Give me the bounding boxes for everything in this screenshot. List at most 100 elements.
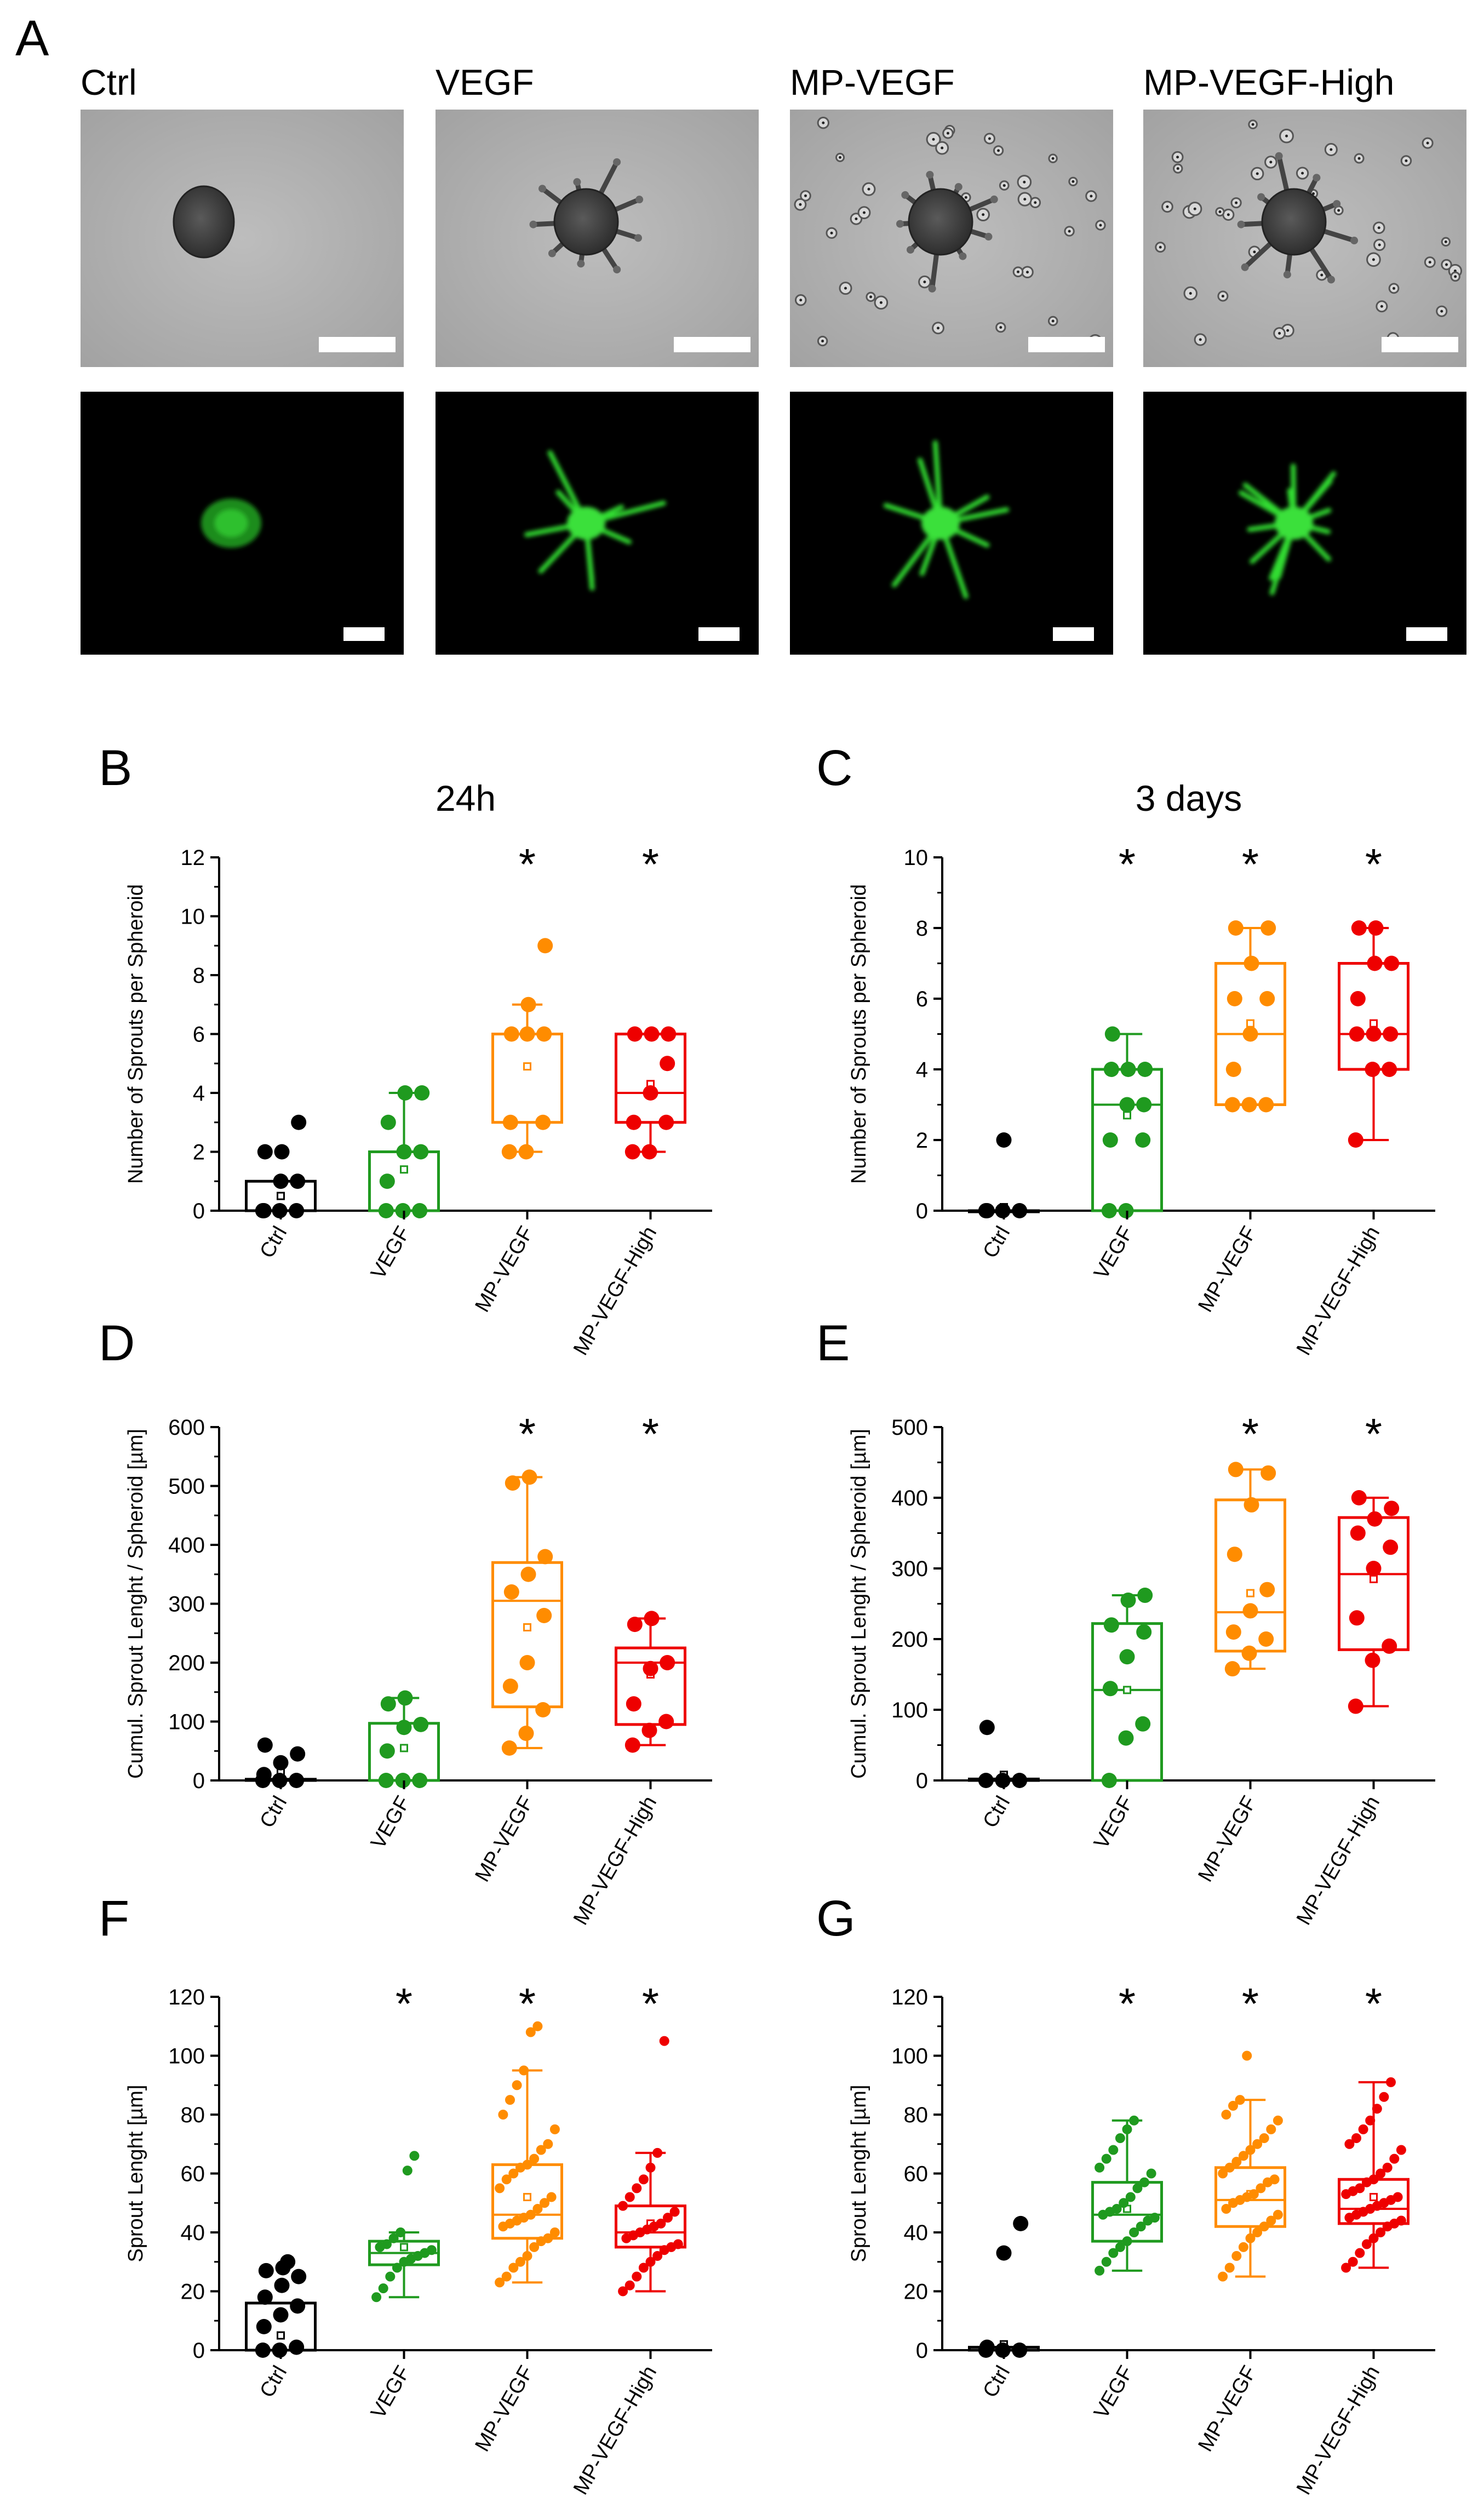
- data-point: [627, 1617, 643, 1633]
- box-ctrl: [968, 1720, 1040, 1788]
- y-tick-label: 40: [181, 2221, 205, 2245]
- x-tick-label: MP-VEGF: [1194, 1223, 1261, 1316]
- mean-marker: [523, 1623, 531, 1631]
- data-point: [1104, 1026, 1120, 1042]
- data-point: [644, 1026, 660, 1042]
- data-point: [1136, 1097, 1152, 1113]
- data-point: [274, 2277, 290, 2293]
- data-point: [273, 2307, 289, 2323]
- data-point: [1101, 1773, 1117, 1788]
- data-point: [1218, 2168, 1228, 2179]
- box-mp-vegf-high: [1338, 2077, 1409, 2273]
- data-point: [632, 2183, 642, 2193]
- y-axis-label: Cumul. Sprout Lenght / Spheroid [µm]: [847, 1429, 870, 1779]
- data-point: [1341, 2189, 1351, 2200]
- box-ctrl: [245, 2254, 317, 2358]
- data-point: [257, 2289, 273, 2305]
- data-point: [1228, 2100, 1238, 2111]
- data-point: [1384, 1500, 1400, 1516]
- mean-marker: [277, 1192, 285, 1200]
- data-point: [1225, 1624, 1241, 1640]
- data-point: [518, 1144, 534, 1160]
- data-point: [529, 2242, 540, 2252]
- data-point: [502, 1114, 518, 1130]
- data-point: [290, 1173, 306, 1189]
- mean-marker: [523, 2193, 531, 2201]
- data-point: [1224, 1661, 1240, 1677]
- mean-marker: [1123, 1686, 1131, 1694]
- mean-marker: [1370, 1019, 1378, 1028]
- data-point: [979, 1720, 995, 1736]
- data-point: [532, 2021, 543, 2031]
- x-tick-label: MP-VEGF-High: [569, 1223, 661, 1360]
- mean-marker: [523, 1062, 531, 1071]
- y-tick-label: 300: [891, 1557, 928, 1581]
- data-point: [1351, 2133, 1361, 2143]
- mean-marker: [646, 1080, 655, 1089]
- data-point: [1135, 1132, 1151, 1148]
- box-iqr: [368, 1722, 440, 1782]
- mean-marker: [1123, 1111, 1131, 1120]
- data-point: [1351, 1490, 1367, 1505]
- data-point: [536, 1026, 552, 1042]
- significance-marker: *: [1242, 840, 1259, 889]
- data-point: [1105, 2207, 1115, 2217]
- data-point: [380, 1696, 396, 1712]
- x-tick-label: Ctrl: [978, 1223, 1015, 1262]
- data-point: [1129, 2115, 1139, 2126]
- microscopy-panel: [81, 110, 1466, 655]
- x-tick-label: Ctrl: [978, 1792, 1015, 1832]
- data-point: [1102, 1132, 1118, 1148]
- data-point: [1386, 2077, 1396, 2087]
- panel-letter-c: C: [816, 740, 853, 796]
- brightfield-image-ctrl: [81, 110, 404, 367]
- data-point: [505, 2095, 515, 2105]
- box-mp-vegf: [1214, 1462, 1286, 1677]
- data-point: [380, 1114, 396, 1130]
- data-point: [1393, 2192, 1403, 2202]
- data-point: [505, 1475, 520, 1491]
- data-point: [1119, 1097, 1135, 1113]
- data-point: [378, 1203, 394, 1218]
- data-point: [532, 2204, 543, 2214]
- data-point: [1103, 1617, 1119, 1633]
- y-tick-label: 200: [168, 1651, 205, 1675]
- x-tick-label: MP-VEGF: [471, 1792, 538, 1886]
- data-point: [1368, 2174, 1379, 2185]
- mean-marker: [1000, 2340, 1008, 2349]
- box-mp-vegf-high: [615, 1611, 686, 1753]
- mean-marker: [1246, 1589, 1254, 1597]
- data-point: [1242, 1026, 1258, 1042]
- box-iqr: [968, 2346, 1040, 2352]
- data-point: [1348, 1698, 1363, 1714]
- data-point: [1259, 1582, 1275, 1597]
- data-point: [508, 2168, 519, 2179]
- x-tick-label: MP-VEGF-High: [569, 1792, 661, 1929]
- data-point: [979, 1203, 995, 1218]
- x-tick-label: Ctrl: [255, 1792, 291, 1832]
- box-vegf: [1091, 2115, 1163, 2276]
- data-point: [540, 2198, 549, 2208]
- data-point: [375, 2242, 385, 2252]
- data-point: [1115, 2242, 1125, 2252]
- box-iqr: [968, 1777, 1040, 1782]
- data-point: [643, 1085, 658, 1101]
- data-point: [535, 1702, 551, 1717]
- data-point: [1012, 2343, 1028, 2358]
- data-point: [396, 2227, 406, 2237]
- data-point: [1344, 2139, 1355, 2149]
- data-point: [535, 1114, 551, 1130]
- scale-bar: [319, 337, 396, 352]
- box-ctrl: [245, 1737, 317, 1788]
- data-point: [397, 1690, 413, 1706]
- data-point: [519, 1655, 535, 1670]
- mean-marker: [646, 1670, 655, 1679]
- data-point: [280, 2254, 296, 2270]
- data-point: [1102, 1681, 1118, 1697]
- data-point: [1118, 1730, 1134, 1746]
- data-point: [412, 2251, 423, 2261]
- data-point: [1224, 2162, 1235, 2173]
- data-point: [1245, 2233, 1256, 2243]
- y-tick-label: 20: [904, 2280, 929, 2304]
- mean-marker: [277, 1767, 285, 1776]
